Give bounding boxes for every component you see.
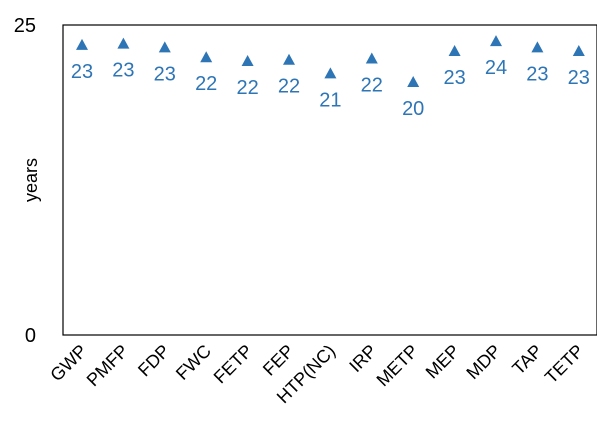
data-marker	[117, 37, 130, 49]
data-label: 23	[443, 67, 465, 89]
data-label: 20	[402, 98, 424, 120]
x-tick-label: METP	[373, 341, 423, 391]
data-marker	[158, 41, 171, 53]
data-label: 21	[319, 89, 341, 111]
plot-area	[62, 24, 597, 336]
data-label: 23	[71, 61, 93, 83]
data-label: 23	[154, 63, 176, 85]
x-tick-label: FWC	[172, 341, 215, 384]
data-marker	[200, 51, 213, 63]
y-tick-max: 25	[14, 15, 36, 37]
data-marker	[76, 38, 88, 50]
data-marker	[572, 45, 585, 57]
data-marker	[490, 35, 502, 47]
data-label: 23	[112, 60, 134, 82]
data-marker	[241, 54, 254, 66]
x-tick-label: TETP	[541, 341, 588, 388]
data-marker	[324, 67, 337, 79]
plot-frame	[62, 24, 597, 336]
data-label: 22	[236, 77, 258, 99]
data-marker	[531, 41, 544, 53]
x-tick-label: IRP	[345, 341, 380, 376]
data-label: 22	[278, 76, 300, 98]
data-labels: 23 23 23 22 22 22 21 22 20 23 24 23 23	[71, 57, 590, 120]
x-tick-label: FDP	[134, 341, 174, 381]
x-tick-label: FETP	[210, 341, 257, 388]
x-tick-label: MDP	[462, 341, 504, 383]
data-label: 23	[568, 67, 590, 89]
data-label: 22	[195, 73, 217, 95]
data-marker	[407, 76, 420, 88]
data-markers	[76, 35, 585, 88]
x-tick-label: MEP	[422, 341, 464, 383]
data-marker	[365, 52, 378, 64]
data-label: 22	[361, 74, 383, 96]
data-marker	[448, 45, 461, 57]
data-marker	[283, 53, 295, 65]
y-axis-title: years	[21, 158, 41, 202]
data-label: 23	[526, 63, 548, 85]
y-tick-min: 0	[25, 325, 36, 347]
data-label: 24	[485, 57, 507, 79]
x-tick-label: PMFP	[83, 341, 133, 391]
